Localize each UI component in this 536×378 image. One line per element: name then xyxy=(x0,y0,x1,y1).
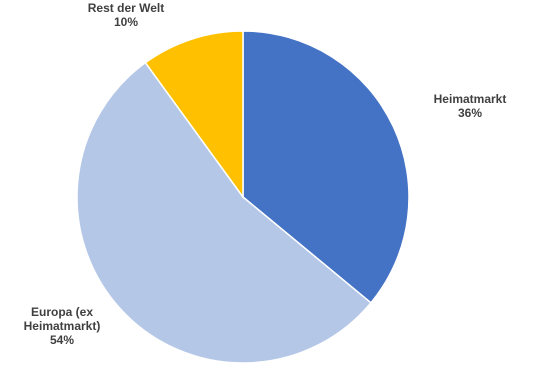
slice-percent-label: 54% xyxy=(50,333,74,347)
pie-slice-2 xyxy=(144,30,244,200)
pie-slice-0 xyxy=(242,30,410,304)
slice-label-1: Europa (ex Heimatmarkt) 54% xyxy=(24,305,101,347)
slice-label-0: Heimatmarkt 36% xyxy=(434,92,507,120)
pie-slice-1 xyxy=(76,61,372,364)
slice-label-2: Rest der Welt 10% xyxy=(88,1,164,29)
slice-percent-label: 36% xyxy=(458,106,482,120)
slice-category-label: Europa (ex xyxy=(31,305,93,319)
slice-category-label: Heimatmarkt) xyxy=(24,319,101,333)
slice-category-label: Rest der Welt xyxy=(88,1,164,15)
pie-slices xyxy=(76,30,410,364)
pie-labels: Heimatmarkt 36% Europa (ex Heimatmarkt) 54% R… xyxy=(24,1,507,347)
slice-category-label: Heimatmarkt xyxy=(434,92,507,106)
slice-percent-label: 10% xyxy=(114,15,138,29)
